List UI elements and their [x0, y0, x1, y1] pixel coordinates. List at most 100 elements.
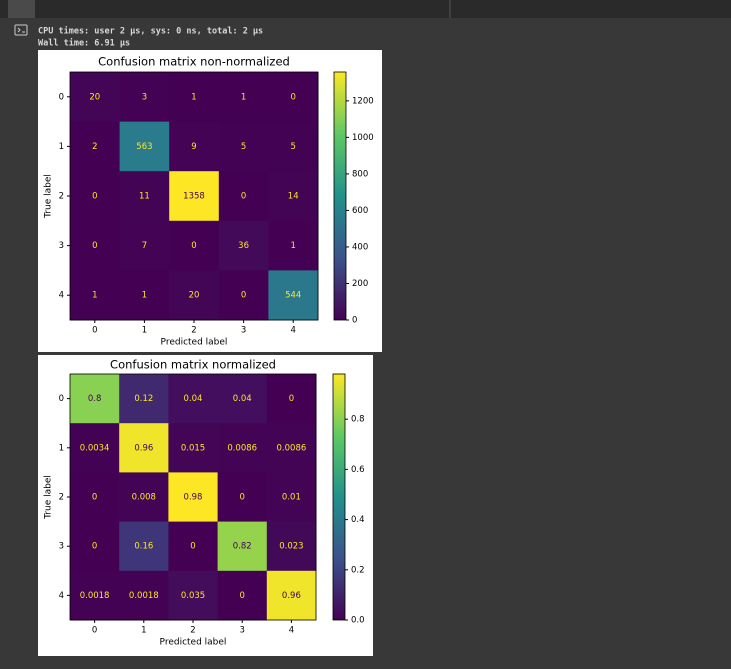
cell-label: 9 [191, 142, 196, 152]
cell-label: 0.82 [233, 542, 252, 552]
cell-label: 563 [136, 142, 152, 152]
y-tick-label: 4 [59, 591, 64, 601]
chart-title: Confusion matrix non-normalized [98, 55, 290, 69]
x-tick-label: 4 [290, 326, 295, 336]
heatmap-cell [168, 374, 219, 424]
cell-label: 1358 [183, 192, 205, 202]
cell-label: 0.12 [134, 394, 153, 404]
y-tick-label: 3 [59, 542, 64, 552]
cell-label: 0 [92, 493, 97, 503]
cell-label: 14 [288, 192, 299, 202]
cell-label: 0.035 [181, 591, 205, 601]
colorbar-tick-label: 800 [352, 169, 368, 179]
chart-title: Confusion matrix normalized [110, 358, 276, 372]
heatmap-cell [266, 374, 317, 424]
colorbar-tick-label: 200 [352, 279, 368, 289]
cell-label: 0.0018 [129, 591, 159, 601]
y-tick-label: 2 [59, 493, 64, 503]
cell-handle[interactable] [8, 0, 35, 18]
cell-label: 2 [92, 142, 97, 152]
cell-label: 1 [142, 291, 147, 301]
heatmap-cell [217, 570, 268, 621]
heatmap-cell [70, 570, 120, 621]
cell-label: 544 [285, 291, 301, 301]
colorbar-tick-label: 0.8 [351, 415, 365, 425]
heatmap-cell [70, 521, 120, 572]
cell-label: 1 [92, 291, 97, 301]
cell-label: 0.008 [132, 493, 156, 503]
cell-label: 3 [142, 92, 147, 102]
cell-label: 0.015 [181, 443, 205, 453]
cell-label: 20 [89, 92, 100, 102]
cell-label: 20 [189, 291, 200, 301]
cell-label: 1 [290, 241, 295, 251]
heatmap-cell [168, 423, 219, 473]
colorbar-tick-label: 0.6 [351, 465, 365, 475]
heatmap-cell [168, 521, 219, 572]
heatmap-cell [169, 270, 220, 321]
cell-label: 11 [139, 192, 150, 202]
cell-label: 0.04 [233, 394, 252, 404]
colorbar-tick-label: 0.2 [351, 565, 365, 575]
heatmap-cell [169, 171, 220, 222]
cell-label: 0.98 [184, 493, 203, 503]
cell-label: 0 [241, 291, 246, 301]
cell-label: 0.0086 [227, 443, 257, 453]
heatmap-cell [70, 270, 121, 321]
heatmap-cell [70, 472, 120, 523]
x-tick-label: 3 [241, 326, 246, 336]
heatmap-cell [70, 72, 121, 123]
heatmap-cell [266, 521, 317, 572]
cell-label: 0 [239, 493, 244, 503]
cell-label: 36 [238, 241, 249, 251]
heatmap-cell [169, 121, 220, 172]
heatmap-cell [119, 521, 169, 572]
heatmap-cell [218, 121, 269, 172]
heatmap-cell [70, 121, 121, 172]
top-bar [0, 0, 731, 18]
cell-label: 0.0034 [80, 443, 110, 453]
cell-label: 0.04 [184, 394, 203, 404]
colorbar-tick-label: 600 [352, 206, 368, 216]
heatmap-cell [168, 570, 219, 621]
y-tick-label: 1 [59, 142, 64, 152]
cell-label: 7 [142, 241, 147, 251]
heatmap-cell [217, 521, 268, 572]
heatmap-cell [266, 472, 317, 523]
cell-label: 0 [92, 542, 97, 552]
x-tick-label: 1 [141, 626, 146, 636]
heatmap-cell [218, 171, 269, 222]
heatmap-cell [119, 374, 169, 424]
heatmap-cell [119, 423, 169, 473]
heatmap-cell [119, 121, 170, 172]
heatmap-cell [217, 374, 268, 424]
heatmap-cell [268, 220, 319, 271]
cell-label: 0.023 [279, 542, 303, 552]
output-icon[interactable] [14, 24, 28, 36]
heatmap-cell [70, 423, 120, 473]
heatmap-cell [266, 423, 317, 473]
heatmap-cell [268, 72, 319, 123]
y-tick-label: 1 [59, 443, 64, 453]
x-tick-label: 3 [239, 626, 244, 636]
colorbar-tick-label: 0.0 [351, 616, 365, 626]
colorbar [332, 373, 346, 621]
cell-label: 0 [191, 241, 196, 251]
y-tick-label: 3 [59, 241, 64, 251]
cell-label: 5 [241, 142, 246, 152]
cell-label: 1 [241, 92, 246, 102]
heatmap-cell [266, 570, 317, 621]
heatmap-cell [169, 72, 220, 123]
y-tick-label: 0 [59, 394, 64, 404]
cell-label: 0 [92, 241, 97, 251]
heatmap-cell [70, 171, 121, 222]
cell-label: 5 [290, 142, 295, 152]
colorbar-tick-label: 400 [352, 242, 368, 252]
x-axis-label: Predicted label [160, 638, 227, 648]
output-line: Wall time: 6.91 µs [38, 38, 130, 49]
x-tick-label: 1 [142, 326, 147, 336]
colorbar-tick-label: 1000 [352, 133, 374, 143]
y-tick-label: 2 [59, 192, 64, 202]
heatmap-cell [217, 423, 268, 473]
